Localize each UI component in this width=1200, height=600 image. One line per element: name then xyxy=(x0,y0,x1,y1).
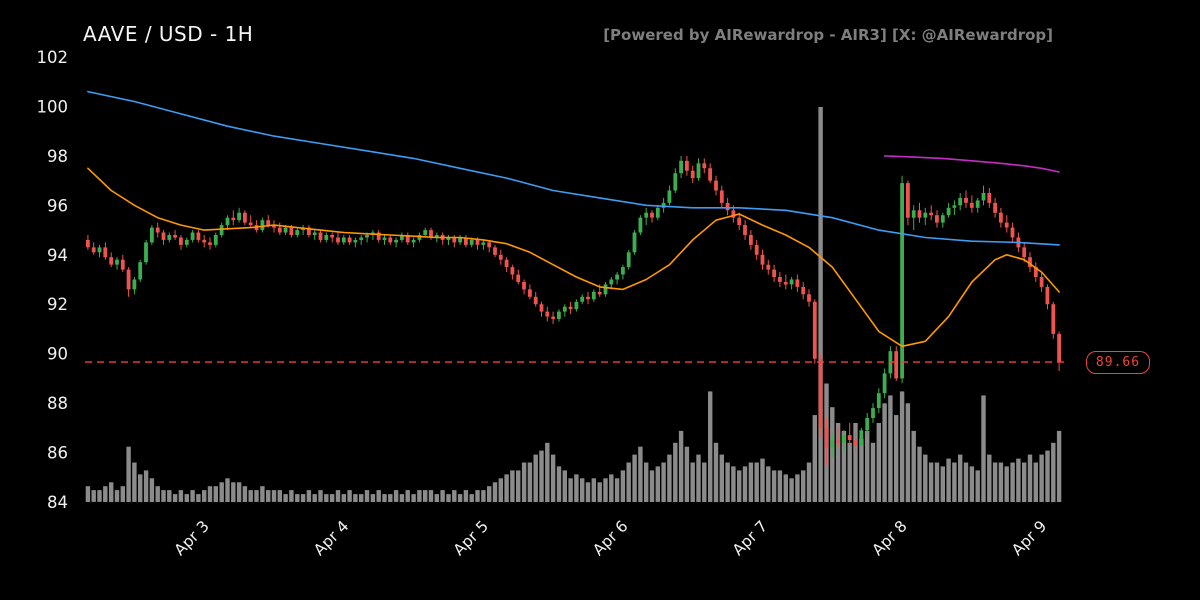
svg-text:Apr 7: Apr 7 xyxy=(729,517,771,559)
y-axis-labels: 84 86 88 90 92 94 96 98 100 102 xyxy=(37,48,69,512)
svg-text:98: 98 xyxy=(47,147,68,166)
chart-attribution: [Powered by AIRewardrop - AIR3] [X: @AIR… xyxy=(603,26,1053,44)
svg-text:96: 96 xyxy=(47,196,68,215)
svg-text:Apr 9: Apr 9 xyxy=(1008,517,1050,559)
chart-title: AAVE / USD - 1H xyxy=(83,22,254,46)
ma-fast-orange xyxy=(87,167,1060,348)
svg-text:84: 84 xyxy=(47,493,68,512)
svg-text:Apr 8: Apr 8 xyxy=(869,517,911,559)
last-price-tag: 89.66 xyxy=(1086,351,1150,375)
svg-text:94: 94 xyxy=(47,246,68,265)
svg-text:92: 92 xyxy=(47,295,68,314)
svg-text:102: 102 xyxy=(37,48,69,67)
svg-text:Apr 4: Apr 4 xyxy=(310,517,352,559)
volume-bars xyxy=(85,107,1062,503)
candlesticks xyxy=(86,155,1061,465)
ma-magenta xyxy=(883,155,1060,173)
ma-slow-blue xyxy=(87,90,1060,246)
svg-text:86: 86 xyxy=(47,444,68,463)
svg-text:90: 90 xyxy=(47,345,68,364)
svg-text:Apr 5: Apr 5 xyxy=(450,517,492,559)
svg-text:Apr 6: Apr 6 xyxy=(589,517,631,559)
x-axis-labels: Apr 3 Apr 4 Apr 5 Apr 6 Apr 7 Apr 8 Apr 9 xyxy=(171,517,1051,559)
svg-text:100: 100 xyxy=(37,97,69,116)
svg-text:88: 88 xyxy=(47,394,68,413)
svg-text:Apr 3: Apr 3 xyxy=(171,517,213,559)
